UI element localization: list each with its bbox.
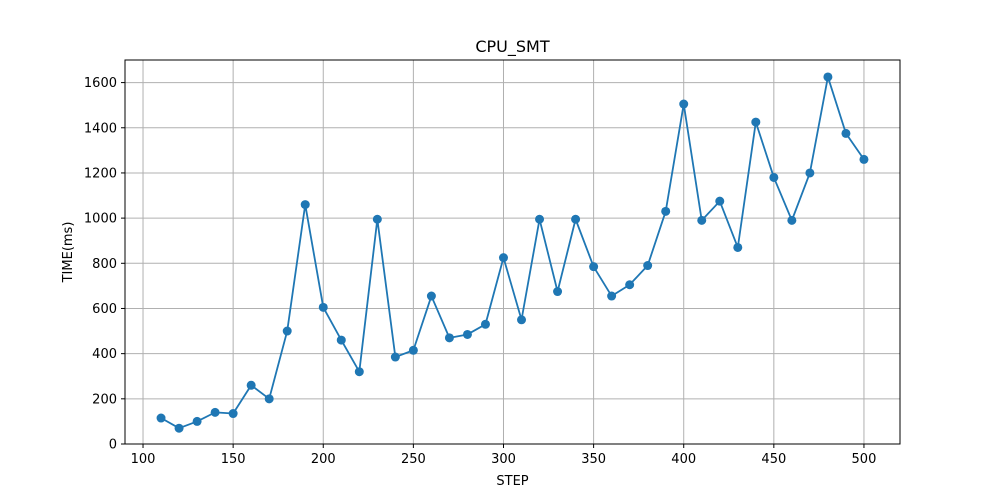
data-point	[462, 329, 472, 339]
data-point	[787, 215, 797, 225]
series-line	[160, 76, 865, 430]
data-point	[228, 409, 238, 419]
y-tick-label: 0	[109, 438, 117, 453]
data-point	[480, 319, 490, 329]
data-point	[679, 99, 689, 109]
data-point	[372, 214, 382, 224]
y-tick-label: 1200	[84, 166, 117, 181]
y-tick-label: 1400	[84, 121, 117, 136]
x-axis-label: STEP	[496, 474, 528, 489]
x-tick-label: 400	[671, 452, 696, 467]
x-tick-label: 200	[311, 452, 336, 467]
x-tick-label: 100	[131, 452, 156, 467]
y-tick-label: 600	[92, 302, 117, 317]
data-point	[354, 367, 364, 377]
x-tick-label: 350	[581, 452, 606, 467]
x-tick-label: 250	[401, 452, 426, 467]
data-point	[607, 291, 617, 301]
y-tick-label: 800	[92, 257, 117, 272]
data-point	[246, 380, 256, 390]
x-tick-label: 150	[221, 452, 246, 467]
plot-area	[125, 60, 900, 444]
data-point	[643, 261, 653, 271]
data-point	[444, 333, 454, 343]
data-point	[336, 335, 346, 345]
data-point	[553, 287, 563, 297]
data-point	[859, 154, 869, 164]
series-layer	[156, 72, 869, 433]
data-point	[697, 215, 707, 225]
x-tick-label: 300	[491, 452, 516, 467]
data-point	[300, 200, 310, 210]
data-point	[751, 117, 761, 127]
data-point	[733, 242, 743, 252]
data-point	[661, 206, 671, 216]
data-point	[174, 423, 184, 433]
y-axis: 0 200 400 600 800 1000 1200 1400 1600	[84, 76, 125, 453]
data-point	[769, 172, 779, 182]
x-axis: 100 150 200 250 300 350 400 450 500	[131, 444, 877, 467]
data-point	[715, 196, 725, 206]
data-point	[390, 352, 400, 362]
plot-frame	[124, 59, 901, 445]
data-point	[318, 302, 328, 312]
data-point	[426, 291, 436, 301]
data-point	[192, 416, 202, 426]
y-tick-label: 1600	[84, 76, 117, 91]
x-tick-label: 500	[852, 452, 877, 467]
data-point	[535, 214, 545, 224]
y-tick-label: 1000	[84, 212, 117, 227]
data-point	[805, 168, 815, 178]
y-tick-label: 200	[92, 392, 117, 407]
data-point	[571, 214, 581, 224]
data-point	[841, 128, 851, 138]
x-tick-label: 450	[761, 452, 786, 467]
y-tick-label: 400	[92, 347, 117, 362]
data-point	[156, 413, 166, 423]
data-point	[625, 280, 635, 290]
data-point	[264, 394, 274, 404]
data-point	[408, 345, 418, 355]
data-point	[282, 326, 292, 336]
data-point	[498, 253, 508, 263]
data-point	[210, 407, 220, 417]
y-axis-label: TIME(ms)	[61, 222, 76, 284]
chart-title: CPU_SMT	[475, 37, 549, 57]
data-point	[517, 315, 527, 325]
data-point	[823, 72, 833, 82]
data-point	[589, 262, 599, 272]
